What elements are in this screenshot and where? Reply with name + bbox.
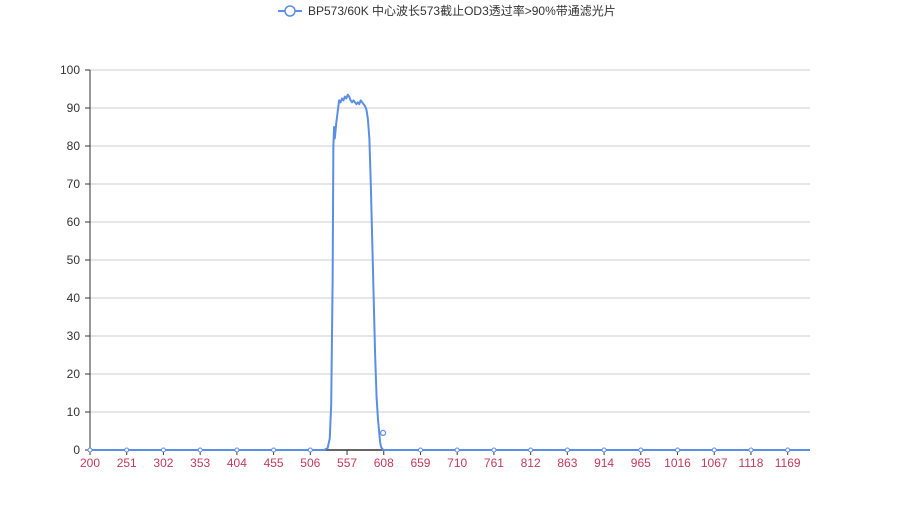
y-tick-label: 30 xyxy=(67,329,81,343)
x-tick-label: 404 xyxy=(227,456,247,470)
y-tick-label: 20 xyxy=(67,367,81,381)
x-axis: 200 251 302 353 404 455 506 557 608 659 710 761 812 8… xyxy=(80,449,810,470)
y-tick-label: 90 xyxy=(67,101,81,115)
x-tick-label: 761 xyxy=(484,456,504,470)
x-tick-label: 710 xyxy=(447,456,467,470)
x-tick-label: 557 xyxy=(337,456,357,470)
data-point xyxy=(491,447,497,453)
x-tick-label: 1016 xyxy=(664,456,691,470)
x-tick-label: 1067 xyxy=(701,456,728,470)
data-point xyxy=(307,447,313,453)
legend[interactable]: BP573/60K 中心波长573截止OD3透过率>90%带通滤光片 xyxy=(278,3,616,18)
plot-area xyxy=(87,93,810,453)
data-point xyxy=(234,447,240,453)
x-tick-label: 914 xyxy=(594,456,614,470)
x-tick-label: 1118 xyxy=(738,456,763,470)
y-tick-label: 0 xyxy=(73,443,80,457)
x-tick-label: 353 xyxy=(190,456,210,470)
data-point xyxy=(785,447,791,453)
x-tick-label: 251 xyxy=(117,456,137,470)
y-tick-label: 50 xyxy=(67,253,81,267)
legend-series-label: BP573/60K 中心波长573截止OD3透过率>90%带通滤光片 xyxy=(308,3,616,18)
x-tick-label: 506 xyxy=(300,456,320,470)
grid xyxy=(90,69,810,413)
x-tick-label: 863 xyxy=(557,456,577,470)
y-tick-label: 40 xyxy=(67,291,81,305)
y-axis: 0 10 20 30 40 50 60 70 80 90 100 xyxy=(60,63,91,457)
y-tick-label: 70 xyxy=(67,177,81,191)
x-tick-label: 812 xyxy=(521,456,541,470)
data-point xyxy=(711,447,717,453)
data-point xyxy=(160,447,166,453)
x-tick-label: 1169 xyxy=(775,456,801,470)
data-point xyxy=(748,447,754,453)
data-point xyxy=(271,447,277,453)
x-tick-label: 659 xyxy=(410,456,430,470)
x-tick-label: 200 xyxy=(80,456,100,470)
x-tick-label: 608 xyxy=(374,456,394,470)
x-tick-label: 455 xyxy=(264,456,284,470)
data-point xyxy=(528,447,534,453)
data-point xyxy=(197,447,203,453)
y-tick-label: 100 xyxy=(60,63,80,77)
data-point xyxy=(601,447,607,453)
data-point xyxy=(379,429,387,436)
data-point xyxy=(675,447,681,453)
legend-marker-icon xyxy=(284,5,296,17)
data-point xyxy=(417,447,423,453)
y-tick-label: 60 xyxy=(67,215,81,229)
data-point xyxy=(87,447,93,453)
y-tick-label: 10 xyxy=(67,405,81,419)
x-tick-label: 302 xyxy=(153,456,173,470)
data-point xyxy=(564,447,570,453)
y-tick-label: 80 xyxy=(67,139,81,153)
data-point xyxy=(454,447,460,453)
x-tick-label: 965 xyxy=(631,456,651,470)
data-point xyxy=(638,447,644,453)
data-point xyxy=(124,447,130,453)
series-line xyxy=(90,93,810,451)
